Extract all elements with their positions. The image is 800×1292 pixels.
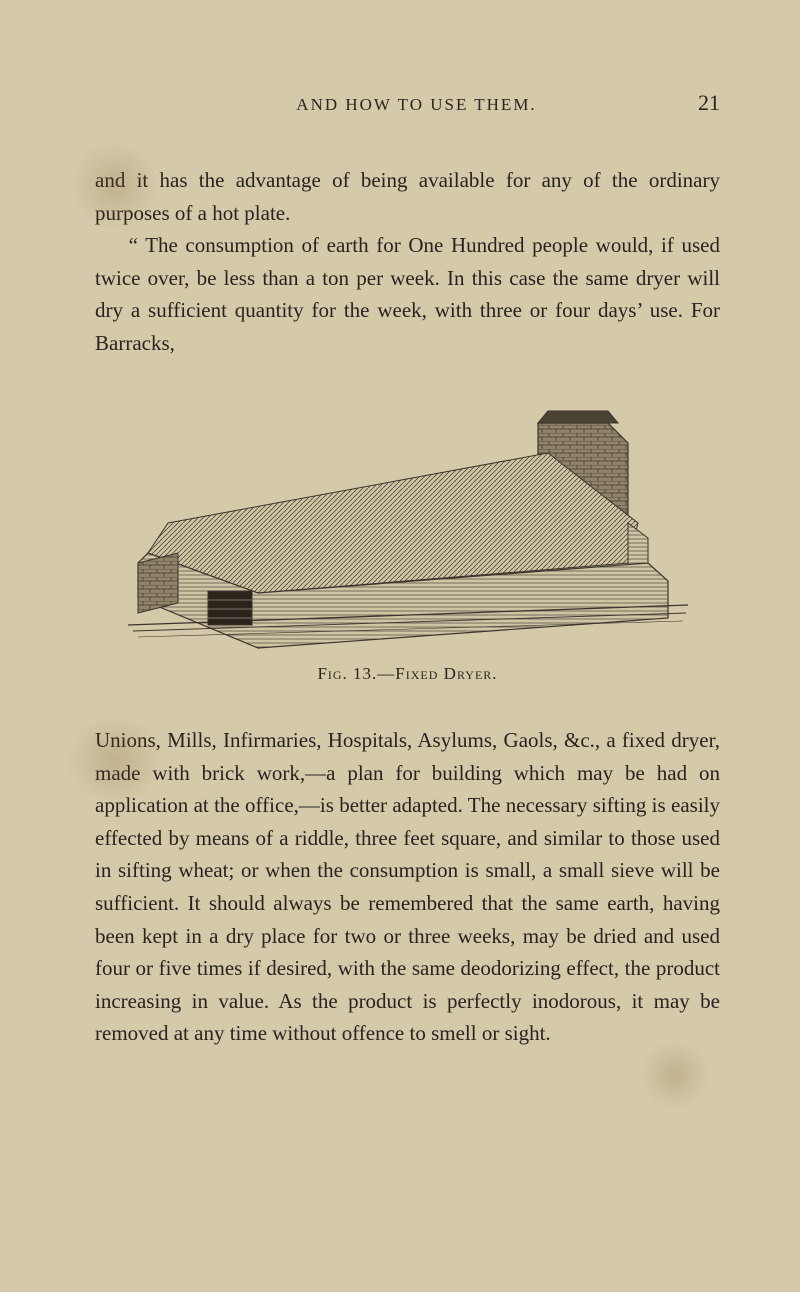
figure-caption: Fig. 13.—Fixed Dryer. xyxy=(95,664,720,684)
running-head: AND HOW TO USE THEM. xyxy=(135,95,698,115)
paragraph-2: “ The consumption of earth for One Hundr… xyxy=(95,229,720,359)
page-container: AND HOW TO USE THEM. 21 and it has the a… xyxy=(0,0,800,1110)
figure-fixed-dryer: Fig. 13.—Fixed Dryer. xyxy=(95,393,720,684)
body-text-upper: and it has the advantage of being availa… xyxy=(95,164,720,359)
left-end-brick xyxy=(138,553,178,613)
page-number: 21 xyxy=(698,90,720,116)
paragraph-3: Unions, Mills, Infirmaries, Hospitals, A… xyxy=(95,724,720,1049)
page-header: AND HOW TO USE THEM. 21 xyxy=(95,90,720,116)
fixed-dryer-illustration xyxy=(108,393,708,653)
paragraph-1: and it has the advantage of being availa… xyxy=(95,164,720,229)
body-text-lower: Unions, Mills, Infirmaries, Hospitals, A… xyxy=(95,724,720,1049)
chimney-cap xyxy=(538,411,618,423)
fire-door-opening xyxy=(208,591,252,625)
